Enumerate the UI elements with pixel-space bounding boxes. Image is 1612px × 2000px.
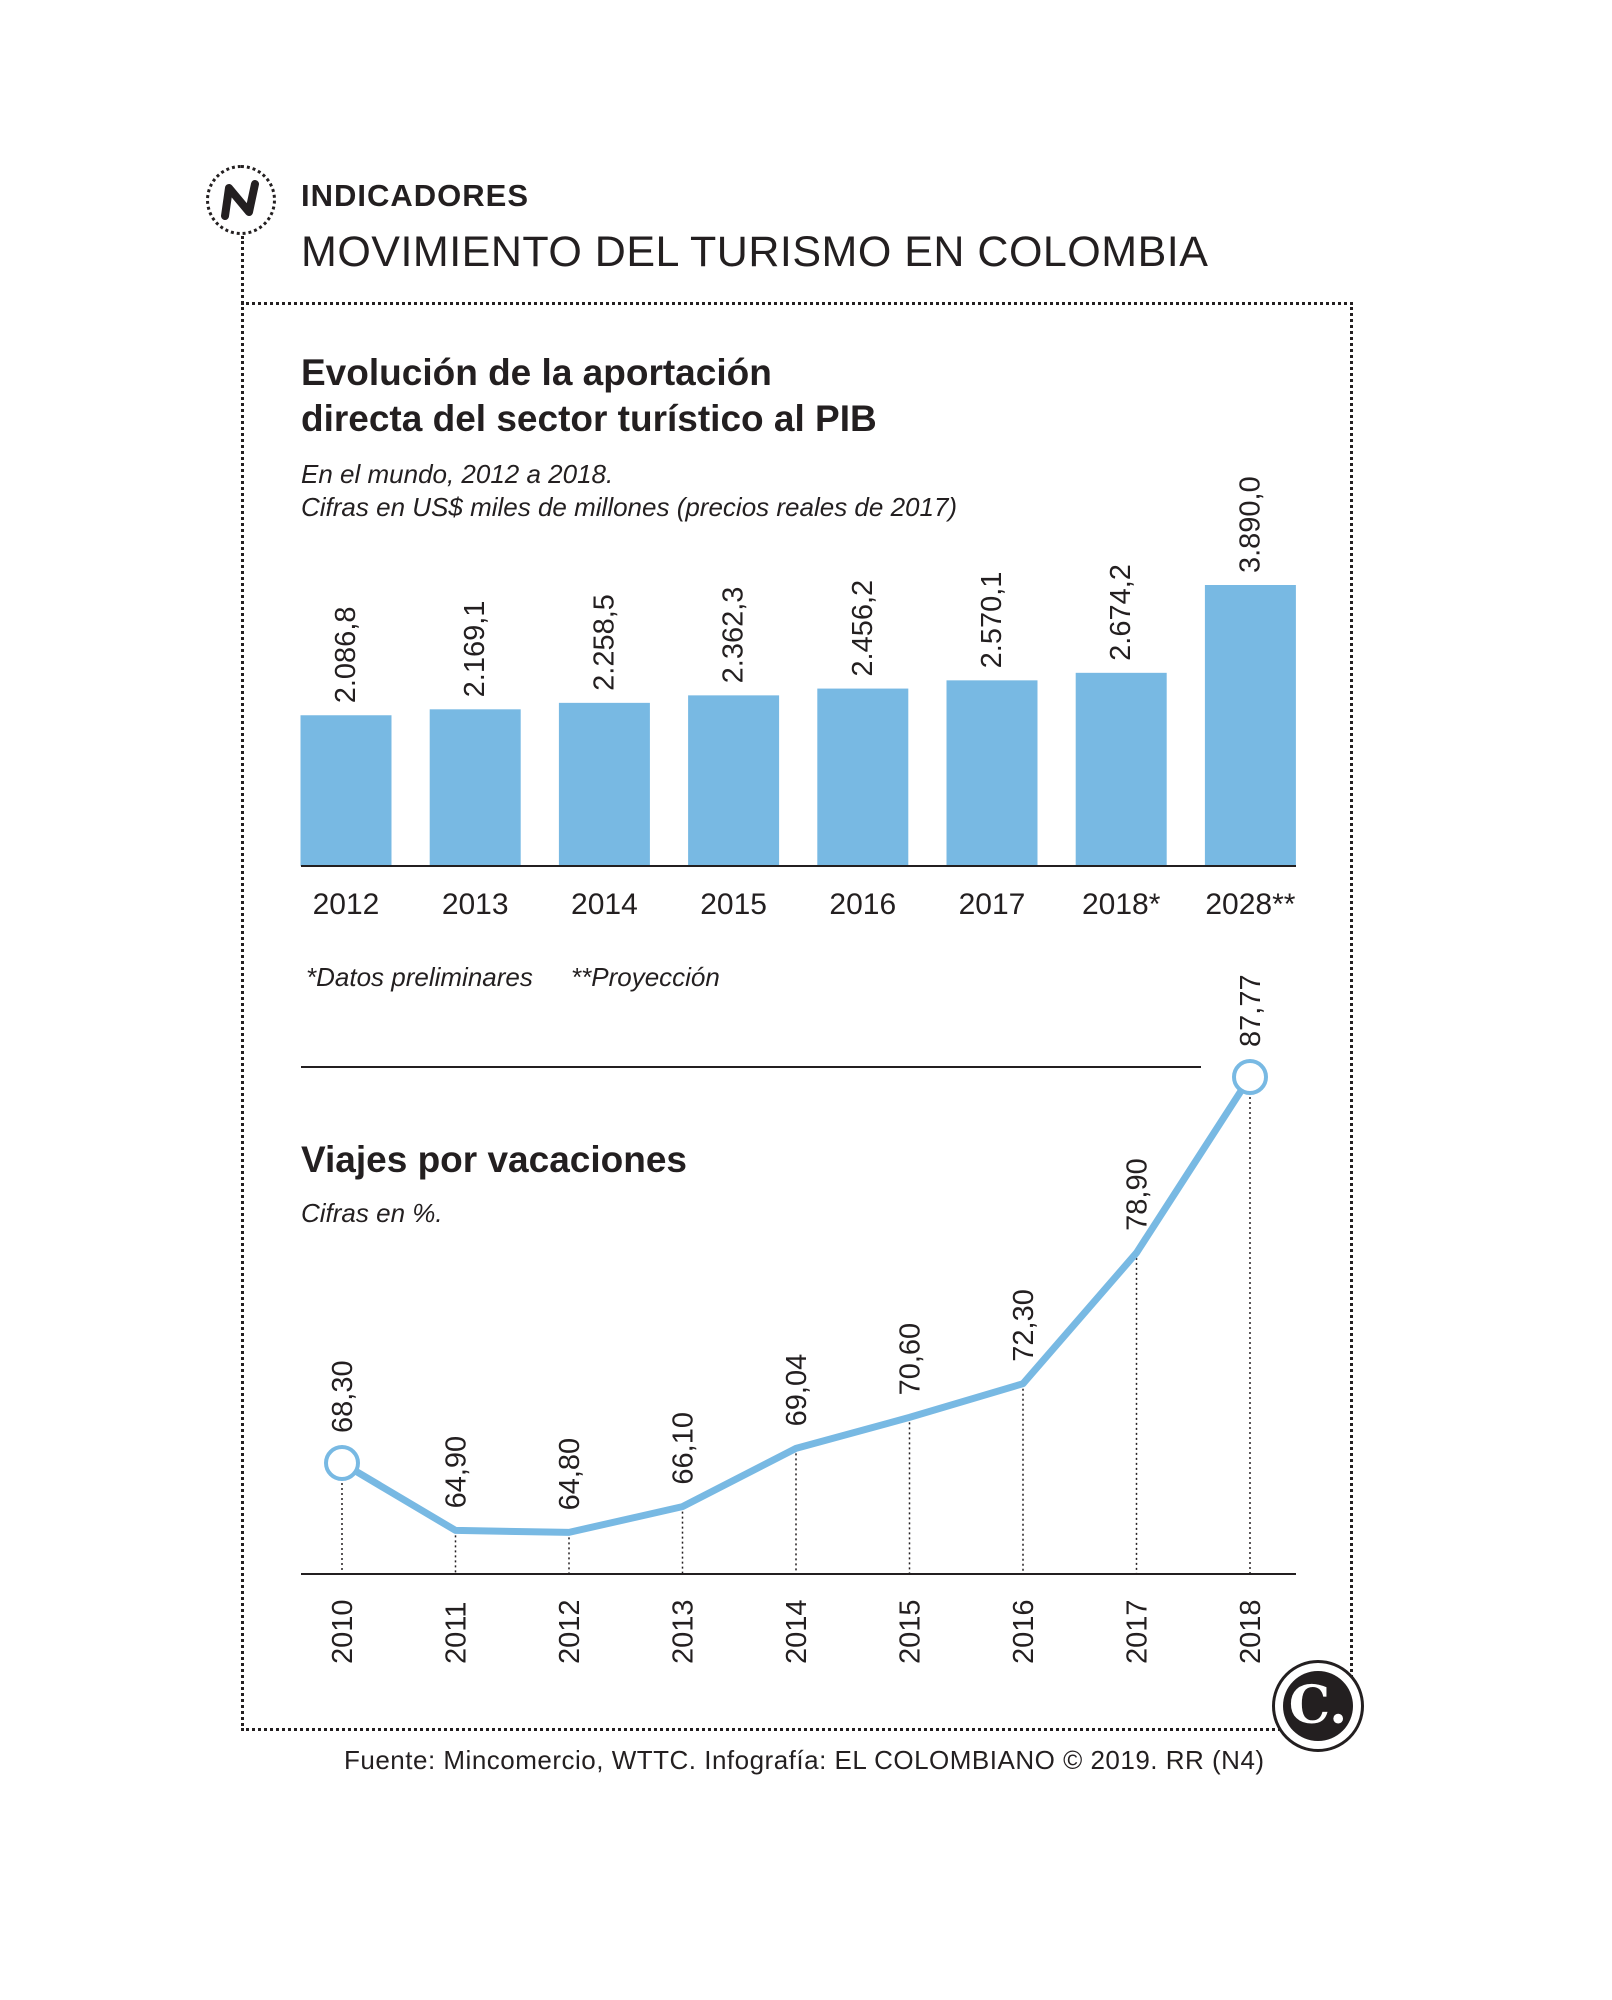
bar-2015 <box>688 695 780 866</box>
x-tick-label: 2028** <box>1205 888 1295 921</box>
bar-value-label: 2.169,1 <box>459 601 491 698</box>
point-value-label: 68,30 <box>327 1360 359 1433</box>
bar-value-label: 3.890,0 <box>1234 476 1266 573</box>
x-tick-label: 2018 <box>1235 1599 1267 1664</box>
bar-2016 <box>817 688 909 866</box>
point-value-label: 64,80 <box>554 1438 586 1511</box>
x-tick-label: 2011 <box>441 1602 473 1664</box>
bar-2028 <box>1204 585 1296 866</box>
x-tick-label: 2016 <box>1008 1599 1040 1664</box>
section-divider <box>301 1066 1201 1068</box>
x-tick-label: 2010 <box>327 1599 359 1664</box>
bar-value-label: 2.456,2 <box>847 580 879 677</box>
point-value-label: 87,77 <box>1235 974 1267 1047</box>
bar-value-label: 2.570,1 <box>976 572 1008 669</box>
x-tick-label: 2013 <box>442 888 509 921</box>
x-tick-label: 2014 <box>571 888 638 921</box>
point-value-label: 70,60 <box>895 1323 927 1396</box>
note-projection: **Proyección <box>571 962 720 992</box>
dotted-frame <box>241 302 1353 1731</box>
el-colombiano-logo: C. <box>1272 1660 1364 1752</box>
point-value-label: 64,90 <box>441 1436 473 1509</box>
bar-2017 <box>946 680 1038 866</box>
bar-chart-title-line1: Evolución de la aportación <box>301 352 772 393</box>
note-preliminary: *Datos preliminares <box>306 962 533 992</box>
bar-value-label: 2.674,2 <box>1105 564 1137 661</box>
bar-2014 <box>558 702 650 866</box>
x-tick-label: 2013 <box>668 1599 700 1664</box>
dotted-connector <box>241 236 244 304</box>
point-value-label: 66,10 <box>668 1412 700 1485</box>
brand-letter: C. <box>1283 1671 1353 1741</box>
page-title: MOVIMIENTO DEL TURISMO EN COLOMBIA <box>301 228 1209 276</box>
indicadores-logo <box>206 165 276 235</box>
bar-value-label: 2.362,3 <box>718 587 750 684</box>
point-value-label: 78,90 <box>1122 1158 1154 1231</box>
series-line <box>340 1075 1253 1536</box>
bar-2018 <box>1075 672 1167 866</box>
x-tick-label: 2016 <box>829 888 896 921</box>
bar-value-label: 2.258,5 <box>588 594 620 691</box>
bar-2012 <box>300 715 392 866</box>
bar-2013 <box>429 709 521 866</box>
point-value-label: 69,04 <box>781 1354 813 1427</box>
endpoint-marker <box>324 1445 360 1481</box>
x-tick-label: 2012 <box>313 888 380 921</box>
x-tick-label: 2015 <box>895 1599 927 1664</box>
bar-chart-subtitle-line2: Cifras en US$ miles de millones (precios… <box>301 492 958 522</box>
n-logo-icon <box>221 180 259 220</box>
section-kicker: INDICADORES <box>301 178 530 213</box>
bar-chart-title-line2: directa del sector turístico al PIB <box>301 398 877 439</box>
x-tick-label: 2015 <box>700 888 767 921</box>
line-chart-subtitle: Cifras en %. <box>301 1198 443 1228</box>
bar-chart: 2.086,8 2012 2.169,1 2013 2.258,5 2014 2.362,3… <box>300 476 1296 921</box>
x-tick-label: 2014 <box>781 1599 813 1664</box>
x-tick-label: 2017 <box>1122 1599 1154 1664</box>
line-chart-title: Viajes por vacaciones <box>301 1139 687 1180</box>
point-value-label: 72,30 <box>1008 1289 1040 1362</box>
bar-value-label: 2.086,8 <box>330 606 362 703</box>
source-credit: Fuente: Mincomercio, WTTC. Infografía: E… <box>344 1745 1265 1775</box>
endpoint-marker <box>1232 1059 1268 1095</box>
x-tick-label: 2017 <box>959 888 1026 921</box>
x-tick-label: 2012 <box>554 1599 586 1664</box>
bar-chart-subtitle-line1: En el mundo, 2012 a 2018. <box>301 459 614 489</box>
line-chart: 68,30 2010 64,90 2011 64,80 2012 66,10 2013 69,0… <box>301 974 1296 1664</box>
x-tick-label: 2018* <box>1082 888 1161 921</box>
